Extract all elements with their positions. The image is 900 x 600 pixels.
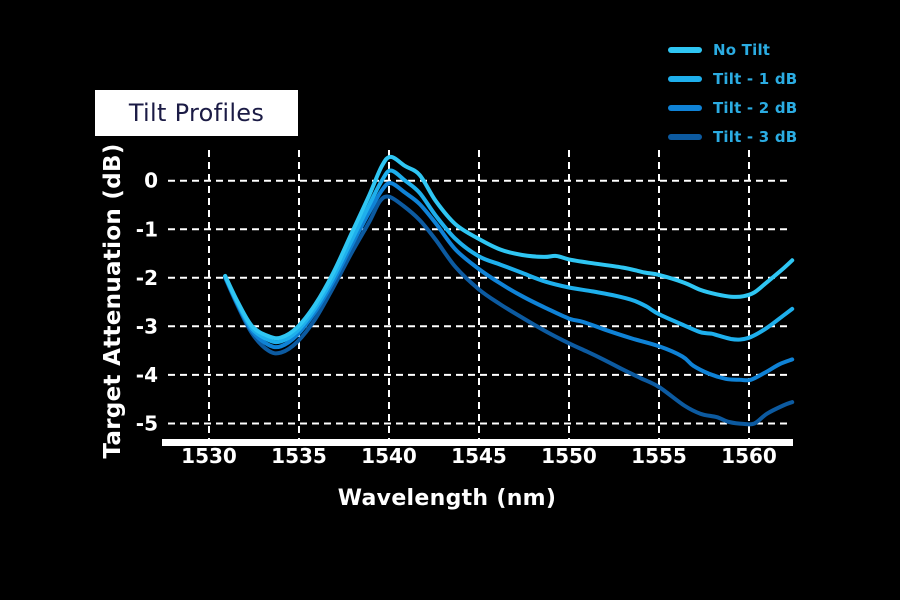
legend-swatch-icon bbox=[668, 133, 702, 140]
legend-swatch-icon bbox=[668, 104, 702, 111]
y-tick-label: -4 bbox=[136, 363, 158, 387]
legend-label: No Tilt bbox=[713, 40, 771, 59]
legend-swatch-icon bbox=[668, 46, 702, 53]
curve-tilt-1-db bbox=[223, 168, 795, 345]
legend-item-tilt-1-db: Tilt - 1 dB bbox=[668, 64, 797, 93]
chart-title: Tilt Profiles bbox=[128, 99, 265, 127]
x-tick-label: 1560 bbox=[721, 444, 777, 468]
gridlines bbox=[168, 150, 790, 439]
x-tick-label: 1530 bbox=[181, 444, 237, 468]
x-tick-label: 1540 bbox=[361, 444, 417, 468]
x-tick-label: 1535 bbox=[271, 444, 327, 468]
y-tick-label: 0 bbox=[144, 169, 158, 193]
x-tick-label: 1555 bbox=[631, 444, 687, 468]
chart-legend: No Tilt Tilt - 1 dB Tilt - 2 dB Tilt - 3… bbox=[668, 35, 797, 151]
legend-label: Tilt - 3 dB bbox=[713, 127, 798, 146]
legend-item-tilt-3-db: Tilt - 3 dB bbox=[668, 122, 797, 151]
legend-swatch-icon bbox=[668, 75, 702, 82]
y-tick-label: -3 bbox=[136, 314, 158, 338]
legend-label: Tilt - 1 dB bbox=[713, 69, 798, 88]
curve-tilt-3-db bbox=[223, 194, 795, 427]
y-tick-label: -5 bbox=[136, 412, 158, 436]
legend-item-no-tilt: No Tilt bbox=[668, 35, 797, 64]
x-axis-title: Wavelength (nm) bbox=[337, 486, 557, 511]
x-tick-label: 1545 bbox=[451, 444, 507, 468]
chart-title-badge: Tilt Profiles bbox=[95, 90, 298, 136]
legend-item-tilt-2-db: Tilt - 2 dB bbox=[668, 93, 797, 122]
curve-no-tilt bbox=[223, 154, 795, 341]
y-tick-label: -1 bbox=[136, 217, 158, 241]
y-tick-label: -2 bbox=[136, 266, 158, 290]
legend-label: Tilt - 2 dB bbox=[713, 98, 798, 117]
x-tick-label: 1550 bbox=[541, 444, 597, 468]
curve-tilt-2-db bbox=[223, 181, 795, 383]
x-axis-line bbox=[162, 439, 793, 446]
y-axis-title: Target Attenuation (dB) bbox=[100, 143, 126, 459]
